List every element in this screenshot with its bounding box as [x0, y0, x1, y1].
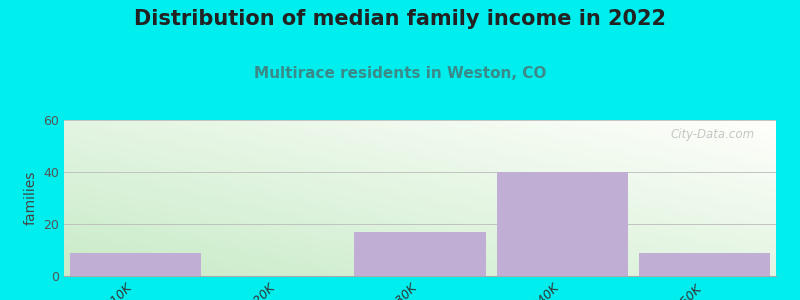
Bar	[354, 232, 486, 276]
Bar	[639, 253, 770, 276]
Bar	[70, 253, 201, 276]
Text: Multirace residents in Weston, CO: Multirace residents in Weston, CO	[254, 66, 546, 81]
Bar	[497, 172, 628, 276]
Y-axis label: families: families	[24, 171, 38, 225]
Text: Distribution of median family income in 2022: Distribution of median family income in …	[134, 9, 666, 29]
Text: City-Data.com: City-Data.com	[670, 128, 754, 141]
